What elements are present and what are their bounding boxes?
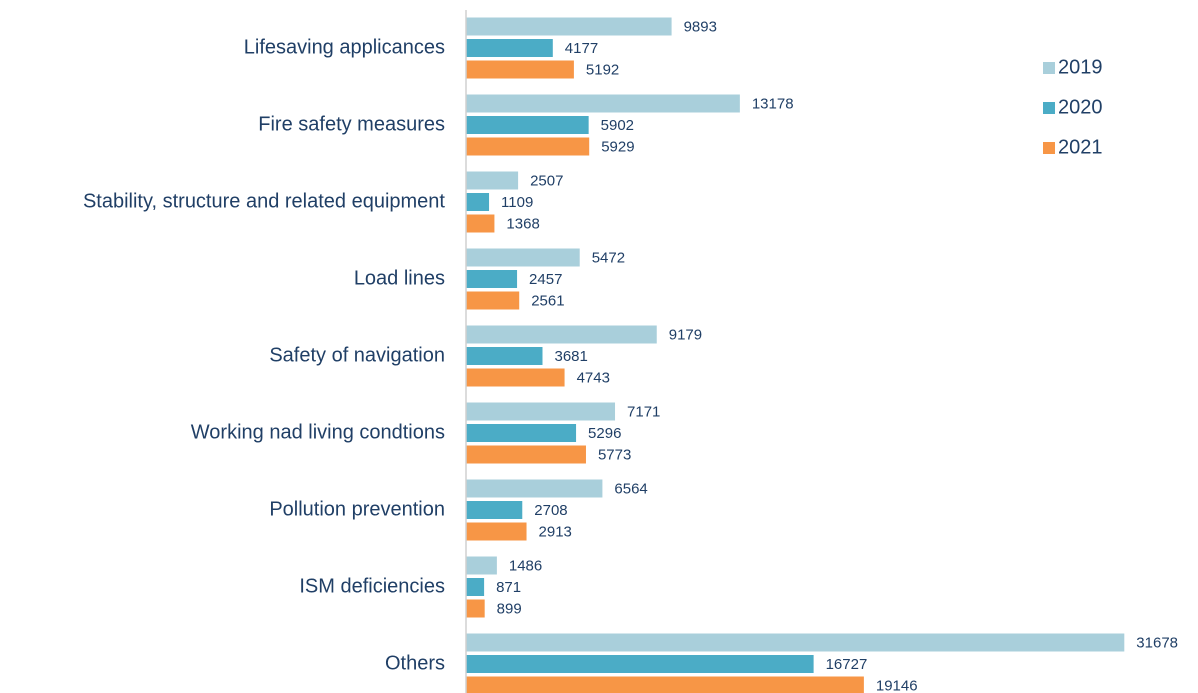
bar	[466, 445, 586, 464]
bar	[466, 556, 497, 575]
bar	[466, 17, 672, 36]
bar	[466, 137, 590, 156]
value-label: 9179	[669, 326, 702, 343]
legend-swatch	[1043, 142, 1055, 154]
bar	[466, 424, 577, 442]
category-label: Safety of navigation	[269, 344, 445, 366]
bar	[466, 39, 553, 57]
value-label: 1109	[501, 194, 533, 211]
bar	[466, 171, 519, 190]
bar	[466, 633, 1125, 652]
category-label: Fire safety measures	[258, 113, 445, 135]
category-label: Pollution prevention	[269, 498, 445, 520]
value-label: 19146	[876, 677, 918, 693]
bar	[466, 676, 864, 693]
legend-label: 2021	[1058, 136, 1103, 158]
value-label: 5902	[601, 117, 634, 134]
bar	[466, 402, 616, 421]
bar	[466, 599, 485, 618]
bar	[466, 60, 574, 79]
category-label: Lifesaving applicances	[244, 36, 445, 58]
value-label: 2457	[529, 271, 562, 288]
value-label: 31678	[1136, 634, 1178, 651]
category-label: Stability, structure and related equipme…	[83, 190, 445, 212]
category-label: Others	[385, 652, 445, 674]
bar	[466, 193, 490, 211]
bar	[466, 479, 603, 498]
value-label: 1368	[506, 215, 539, 232]
value-label: 4743	[577, 369, 610, 386]
bar	[466, 325, 657, 344]
bar	[466, 578, 485, 596]
bar	[466, 501, 523, 519]
legend-swatch	[1043, 102, 1055, 114]
value-label: 9893	[684, 18, 717, 35]
value-label: 6564	[614, 480, 647, 497]
category-label: Load lines	[354, 267, 445, 289]
value-label: 5472	[592, 249, 625, 266]
value-label: 16727	[826, 656, 868, 673]
category-label: Working nad living condtions	[191, 421, 445, 443]
value-label: 2507	[530, 172, 563, 189]
category-label: ISM deficiencies	[299, 575, 445, 597]
value-label: 5773	[598, 446, 631, 463]
value-label: 2708	[534, 502, 567, 519]
value-label: 2561	[531, 292, 564, 309]
value-label: 13178	[752, 95, 794, 112]
bar	[466, 347, 543, 365]
legend-label: 2019	[1058, 56, 1103, 78]
legend-label: 2020	[1058, 96, 1103, 118]
bar	[466, 270, 518, 288]
bar	[466, 116, 589, 134]
bar	[466, 655, 814, 673]
value-label: 2913	[539, 523, 572, 540]
bar	[466, 522, 527, 541]
value-label: 3681	[554, 348, 587, 365]
bar	[466, 368, 565, 387]
bar	[466, 291, 520, 310]
value-label: 5192	[586, 61, 619, 78]
value-label: 871	[496, 579, 521, 596]
value-label: 899	[497, 600, 522, 617]
value-label: 7171	[627, 403, 660, 420]
value-label: 5929	[601, 138, 634, 155]
value-label: 1486	[509, 557, 542, 574]
value-label: 5296	[588, 425, 621, 442]
bar	[466, 94, 740, 113]
bar	[466, 214, 495, 233]
legend-swatch	[1043, 62, 1055, 74]
bar	[466, 248, 580, 267]
value-label: 4177	[565, 40, 598, 57]
